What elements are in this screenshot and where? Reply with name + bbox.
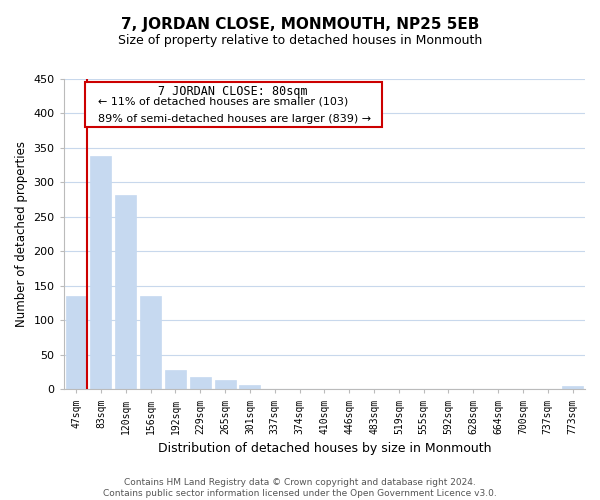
Bar	[91, 156, 112, 390]
Text: Contains HM Land Registry data © Crown copyright and database right 2024.
Contai: Contains HM Land Registry data © Crown c…	[103, 478, 497, 498]
Text: 7, JORDAN CLOSE, MONMOUTH, NP25 5EB: 7, JORDAN CLOSE, MONMOUTH, NP25 5EB	[121, 18, 479, 32]
Bar	[140, 296, 161, 390]
Bar	[215, 380, 236, 390]
FancyBboxPatch shape	[85, 82, 382, 127]
Bar	[165, 370, 186, 390]
Text: Size of property relative to detached houses in Monmouth: Size of property relative to detached ho…	[118, 34, 482, 47]
Y-axis label: Number of detached properties: Number of detached properties	[15, 141, 28, 327]
Bar	[115, 195, 136, 390]
Bar	[190, 377, 211, 390]
Text: 89% of semi-detached houses are larger (839) →: 89% of semi-detached houses are larger (…	[98, 114, 371, 124]
X-axis label: Distribution of detached houses by size in Monmouth: Distribution of detached houses by size …	[158, 442, 491, 455]
Bar	[239, 386, 260, 390]
Bar	[562, 386, 583, 390]
Text: 7 JORDAN CLOSE: 80sqm: 7 JORDAN CLOSE: 80sqm	[158, 85, 308, 98]
Text: ← 11% of detached houses are smaller (103): ← 11% of detached houses are smaller (10…	[98, 96, 348, 106]
Bar	[65, 296, 86, 390]
